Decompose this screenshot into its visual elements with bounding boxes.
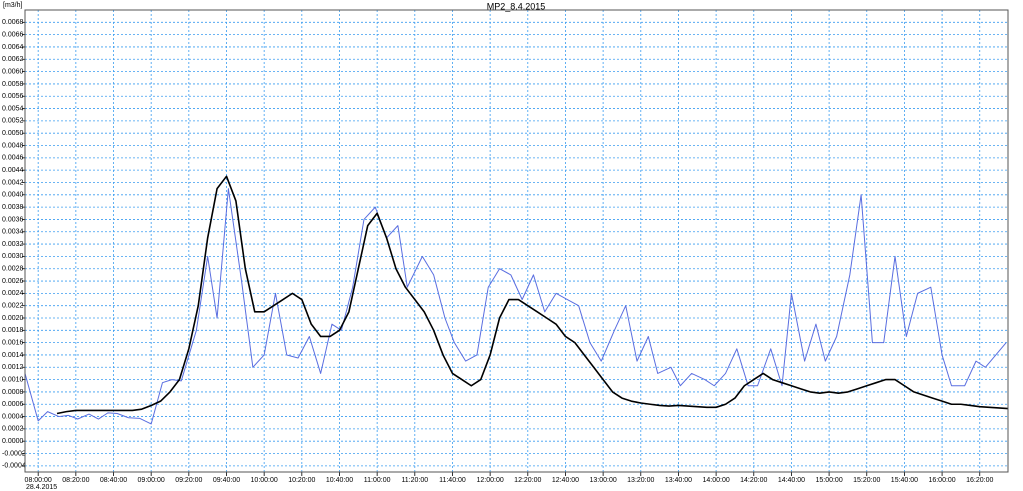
y-tick-label: 0.0014 xyxy=(2,352,24,359)
y-tick-label: 0.0062 xyxy=(2,56,24,63)
y-tick-label: 0.0032 xyxy=(2,241,24,248)
x-tick-label: 11:20:00 xyxy=(401,477,428,484)
x-tick-label: 12:00:00 xyxy=(477,477,504,484)
x-tick-label: 10:00:00 xyxy=(251,477,278,484)
x-tick-label: 13:20:00 xyxy=(627,477,654,484)
y-tick-label: 0.0052 xyxy=(2,118,24,125)
y-tick-label: 0.0008 xyxy=(2,389,24,396)
y-tick-label: 0.0006 xyxy=(2,401,24,408)
y-tick-label: 0.0054 xyxy=(2,105,24,112)
x-tick-label: 16:00:00 xyxy=(928,477,955,484)
x-tick-label: 14:20:00 xyxy=(740,477,767,484)
y-tick-label: 0.0050 xyxy=(2,130,24,137)
y-tick-label: 0.0040 xyxy=(2,192,24,199)
y-tick-label: 0.0068 xyxy=(2,19,24,26)
y-tick-label: 0.0004 xyxy=(2,413,24,420)
x-tick-label: 13:40:00 xyxy=(665,477,692,484)
data-line xyxy=(56,175,1009,415)
y-tick-label: 0.0058 xyxy=(2,81,24,88)
x-tick-label: 16:20:00 xyxy=(966,477,993,484)
y-tick-label: 0.0026 xyxy=(2,278,24,285)
x-tick-label: 15:20:00 xyxy=(853,477,880,484)
y-tick-label: 0.0064 xyxy=(2,44,24,51)
x-tick-label: 09:20:00 xyxy=(175,477,202,484)
y-tick-label: 0.0020 xyxy=(2,315,24,322)
y-tick-label: -0.0002 xyxy=(2,450,26,457)
y-tick-label: 0.0036 xyxy=(2,216,24,223)
chart-title: MP2_8.4.2015 xyxy=(487,1,546,11)
x-tick-label: 12:40:00 xyxy=(552,477,579,484)
y-tick-label: 0.0048 xyxy=(2,142,24,149)
y-tick-label: 0.0024 xyxy=(2,290,24,297)
y-tick-label: 0.0030 xyxy=(2,253,24,260)
y-tick-label: 0.0000 xyxy=(2,438,24,445)
x-tick-label: 08:00:00 xyxy=(25,477,52,484)
x-tick-label: 09:40:00 xyxy=(213,477,240,484)
y-tick-label: 0.0016 xyxy=(2,339,24,346)
y-tick-label: 0.0046 xyxy=(2,155,24,162)
y-tick-label: 0.0022 xyxy=(2,303,24,310)
y-tick-label: 0.0012 xyxy=(2,364,24,371)
y-tick-label: 0.0056 xyxy=(2,93,24,100)
y-tick-label: 0.0034 xyxy=(2,229,24,236)
x-tick-label: 11:00:00 xyxy=(364,477,391,484)
x-tick-label: 14:40:00 xyxy=(778,477,805,484)
x-tick-label: 09:00:00 xyxy=(138,477,165,484)
y-tick-label: 0.0028 xyxy=(2,266,24,273)
x-tick-label: 15:00:00 xyxy=(815,477,842,484)
x-tick-label: 08:40:00 xyxy=(100,477,127,484)
y-tick-label: 0.0042 xyxy=(2,179,24,186)
x-tick-label: 11:40:00 xyxy=(439,477,466,484)
x-tick-label: 10:40:00 xyxy=(326,477,353,484)
y-tick-label: 0.0044 xyxy=(2,167,24,174)
x-tick-label: 12:20:00 xyxy=(514,477,541,484)
y-tick-label: -0.0004 xyxy=(2,463,26,470)
y-axis-unit: [m3/h] xyxy=(3,2,23,9)
x-tick-label: 15:40:00 xyxy=(891,477,918,484)
y-tick-label: 0.0018 xyxy=(2,327,24,334)
y-tick-label: 0.0038 xyxy=(2,204,24,211)
y-tick-label: 0.0002 xyxy=(2,426,24,433)
x-axis-date: 28.4.2015 xyxy=(26,484,57,491)
plot-frame xyxy=(24,9,1009,473)
x-tick-label: 14:00:00 xyxy=(702,477,729,484)
y-tick-label: 0.0060 xyxy=(2,68,24,75)
x-tick-label: 08:20:00 xyxy=(62,477,89,484)
x-tick-label: 10:20:00 xyxy=(288,477,315,484)
y-tick-label: 0.0066 xyxy=(2,31,24,38)
x-tick-label: 13:00:00 xyxy=(589,477,616,484)
data-line xyxy=(24,188,1007,425)
y-tick-label: 0.0010 xyxy=(2,376,24,383)
